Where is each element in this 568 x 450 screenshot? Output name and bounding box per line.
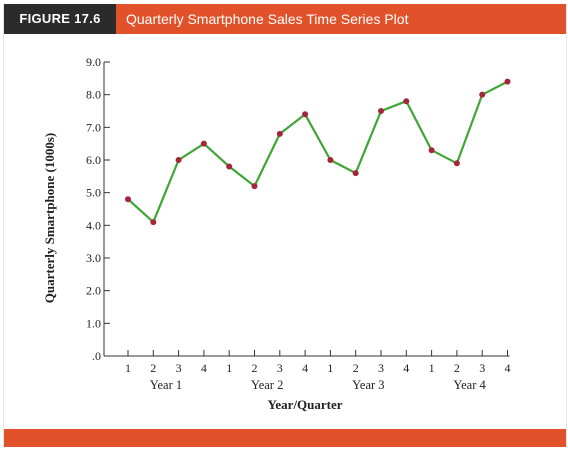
figure-frame: FIGURE 17.6 Quarterly Smartphone Sales T… [3, 4, 567, 447]
series-markers [125, 78, 511, 226]
data-point [276, 130, 283, 137]
x-tick-label: 2 [252, 361, 258, 375]
y-tick-label: 1.0 [86, 316, 101, 330]
data-point [378, 108, 384, 114]
y-tick-label: 3.0 [86, 251, 101, 265]
y-tick-label: 2.0 [86, 284, 101, 298]
series-line [127, 80, 509, 224]
y-tick-label: .0 [92, 349, 101, 363]
x-tick-label: 4 [403, 361, 409, 375]
data-point [125, 196, 131, 203]
data-point [251, 183, 258, 190]
x-tick-label: 1 [429, 361, 435, 375]
figure-title: Quarterly Smartphone Sales Time Series P… [126, 11, 409, 27]
figure-header: FIGURE 17.6 Quarterly Smartphone Sales T… [4, 4, 566, 34]
x-tick-label: 2 [454, 361, 460, 375]
x-tick-label: 2 [353, 361, 359, 375]
y-tick-label: 4.0 [86, 218, 101, 232]
axes: .0 1.0 2.0 3.0 4.0 5.0 6.0 7.0 8.0 9.0 1 2 3 4 1 2 3 4 1 2 3… [86, 55, 511, 392]
data-point [479, 91, 486, 98]
x-tick-label: 3 [277, 361, 283, 375]
year-label: Year 3 [352, 378, 384, 392]
y-tick-label: 7.0 [86, 120, 101, 134]
y-tick-label: 9.0 [86, 55, 101, 69]
x-axis-title: Year/Quarter [267, 397, 342, 412]
year-label: Year 2 [251, 378, 283, 392]
figure-label: FIGURE 17.6 [4, 4, 116, 34]
data-point [352, 170, 359, 177]
x-tick-label: 4 [505, 361, 511, 375]
x-tick-label: 3 [176, 361, 182, 375]
year-label: Year 1 [150, 378, 182, 392]
data-point [200, 140, 207, 147]
data-point [175, 157, 182, 163]
x-tick-label: 1 [125, 361, 131, 375]
x-tick-label: 2 [150, 361, 156, 375]
x-tick-label: 1 [327, 361, 333, 375]
data-point [150, 219, 157, 226]
x-tick-label: 4 [302, 361, 308, 375]
x-tick-label: 4 [201, 361, 207, 375]
data-point [226, 163, 233, 170]
y-axis-title: Quarterly Smartphone (1000s) [42, 133, 57, 303]
data-point [428, 147, 435, 154]
data-point [453, 160, 460, 167]
data-point [302, 111, 309, 118]
y-tick-label: 6.0 [86, 153, 101, 167]
data-point [504, 78, 511, 85]
x-tick-label: 3 [479, 361, 485, 375]
series-line-path [127, 80, 509, 224]
figure-footer-bar [4, 429, 566, 447]
data-point [327, 157, 334, 163]
x-tick-label: 3 [378, 361, 384, 375]
data-point [403, 98, 410, 105]
y-tick-label: 5.0 [86, 186, 101, 200]
x-tick-label: 1 [226, 361, 232, 375]
y-tick-label: 8.0 [86, 88, 101, 102]
year-label: Year 4 [453, 378, 486, 392]
